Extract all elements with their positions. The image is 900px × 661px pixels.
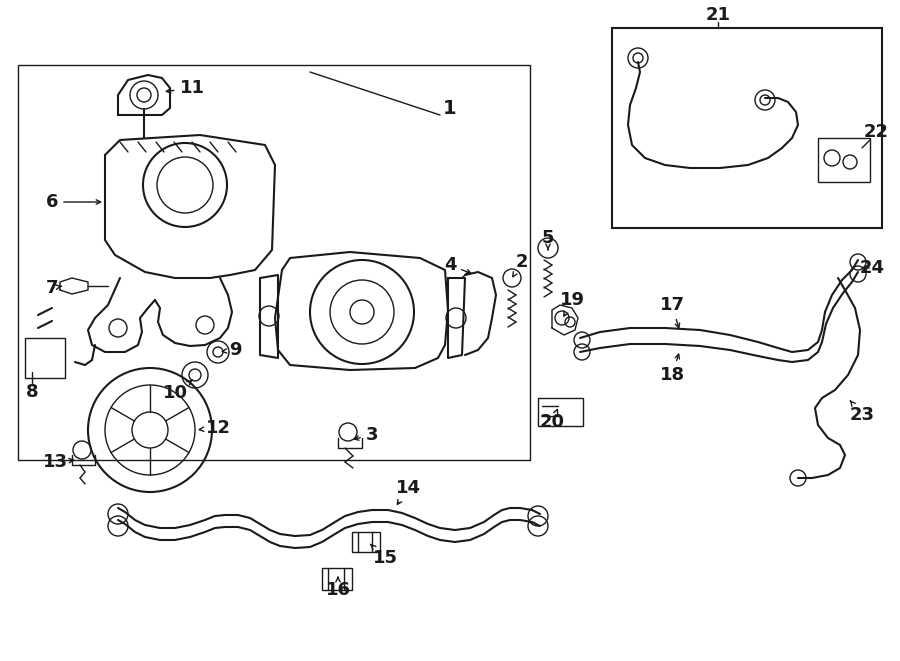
Text: 20: 20 <box>539 409 564 431</box>
Bar <box>612 28 882 228</box>
Text: 17: 17 <box>660 296 685 328</box>
Text: 18: 18 <box>660 354 685 384</box>
Text: 23: 23 <box>850 401 875 424</box>
Text: 12: 12 <box>199 419 230 437</box>
Text: 19: 19 <box>560 291 584 316</box>
Bar <box>322 568 352 590</box>
Text: 10: 10 <box>163 380 193 402</box>
Text: 9: 9 <box>222 341 241 359</box>
Bar <box>25 338 65 378</box>
Text: 7: 7 <box>46 279 61 297</box>
Bar <box>818 138 870 182</box>
Text: 15: 15 <box>371 544 398 567</box>
Text: 21: 21 <box>706 6 731 24</box>
Text: 24: 24 <box>860 259 885 277</box>
Text: 2: 2 <box>513 253 528 277</box>
Text: 5: 5 <box>542 229 554 250</box>
Text: 1: 1 <box>443 98 457 118</box>
Bar <box>352 532 380 552</box>
Text: 8: 8 <box>26 383 39 401</box>
Bar <box>18 65 530 460</box>
Bar <box>538 398 583 426</box>
Text: 3: 3 <box>355 426 378 444</box>
Text: 16: 16 <box>326 578 350 599</box>
Text: 13: 13 <box>42 453 74 471</box>
Text: 6: 6 <box>46 193 101 211</box>
Text: 11: 11 <box>166 79 204 97</box>
Text: 22: 22 <box>863 123 888 141</box>
Text: 4: 4 <box>444 256 471 274</box>
Text: 14: 14 <box>395 479 420 504</box>
